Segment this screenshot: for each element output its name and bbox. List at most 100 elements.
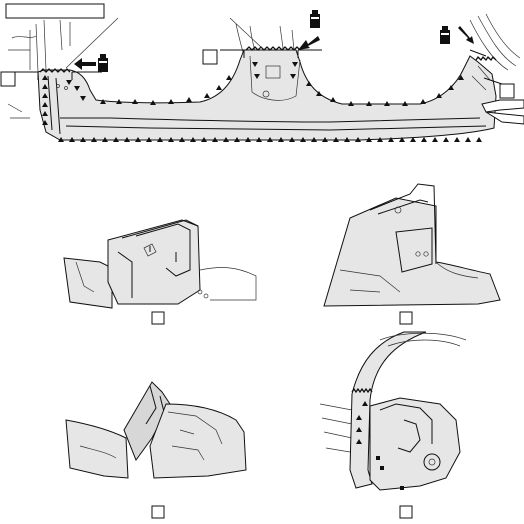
spray-can-icon <box>98 54 108 72</box>
pillar-edge <box>369 183 437 265</box>
weld-marker-triangle <box>132 99 138 104</box>
weld-seam-a <box>39 68 71 73</box>
weld-marker-triangle <box>333 137 339 142</box>
sill-crease <box>79 445 117 459</box>
hole <box>394 206 402 214</box>
detail-view-4 <box>319 331 467 519</box>
flange-line <box>47 75 61 135</box>
weld-marker-triangle <box>300 137 306 142</box>
weld-marker-triangle <box>157 137 163 142</box>
panel-line <box>339 269 401 293</box>
detail-label-box <box>399 505 413 519</box>
spot-weld-square <box>376 456 380 460</box>
weld-seam-b <box>245 46 301 51</box>
weld-marker-triangle <box>113 137 119 142</box>
weld-marker-triangle <box>216 85 222 90</box>
floor-edge <box>199 267 257 301</box>
bracket-plate <box>395 227 433 273</box>
slot-hole <box>143 243 157 257</box>
weld-marker-triangle <box>42 93 48 98</box>
detail-view-1 <box>63 219 257 325</box>
spray-can-icon <box>310 10 320 28</box>
weld-marker-triangle <box>454 137 460 142</box>
a-pillar-lines <box>59 19 71 51</box>
b-pillar-base <box>249 55 301 101</box>
spot-weld-square <box>400 486 404 490</box>
weld-marker-triangle <box>355 137 361 142</box>
weld-marker-triangle <box>116 99 122 104</box>
weld-marker-triangle <box>212 137 218 142</box>
weld-marker-triangle <box>42 102 48 107</box>
weld-marker-triangle <box>377 137 383 142</box>
weld-marker-triangle <box>448 85 454 90</box>
pliers-icon <box>481 99 524 125</box>
weld-marker-triangle <box>458 75 464 80</box>
weld-seam <box>145 385 165 425</box>
weld-marker-triangle <box>91 137 97 142</box>
pillar-panel <box>323 197 501 307</box>
weld-marker-triangle <box>356 427 362 432</box>
weld-marker-triangle <box>402 101 408 106</box>
panel-section <box>63 257 113 309</box>
weld-markers-triangle <box>42 62 482 142</box>
weld-marker-triangle <box>256 137 262 142</box>
weld-marker-triangle <box>278 137 284 142</box>
detail-view-3 <box>65 381 247 519</box>
weld-marker-triangle <box>311 137 317 142</box>
weld-seam-c <box>475 55 497 62</box>
leader-line <box>229 17 263 49</box>
label-box <box>202 49 218 65</box>
weld-marker-triangle <box>190 137 196 142</box>
weld-marker-triangle <box>74 86 80 91</box>
weld-marker-triangle <box>344 137 350 142</box>
a-pillar-hole <box>64 86 68 90</box>
weld-marker-triangle <box>234 137 240 142</box>
weld-marker-triangle <box>330 97 336 102</box>
arrow-icon <box>298 36 320 50</box>
cut-bracket <box>8 71 102 80</box>
spot-weld-square <box>380 466 384 470</box>
c-pillar-base <box>471 65 491 91</box>
weld-marker-triangle <box>306 81 312 86</box>
weld-marker-triangle <box>201 137 207 142</box>
detail-view-2 <box>323 183 501 325</box>
weld-marker-triangle <box>348 101 354 106</box>
b-pillar-hole <box>262 90 270 98</box>
weld-marker-triangle <box>42 111 48 116</box>
pillar-edge <box>117 251 133 298</box>
weld-marker-triangle <box>432 137 438 142</box>
leader-line <box>65 17 119 69</box>
weld-marker-triangle <box>150 100 156 105</box>
floor-section <box>149 403 247 479</box>
weld-marker-triangle <box>226 75 232 80</box>
body-outline <box>11 35 37 39</box>
arrow-icon <box>458 26 474 44</box>
sill-crease <box>60 117 481 123</box>
label-box <box>499 83 515 99</box>
weld-marker-triangle <box>42 75 48 80</box>
main-rocker-view <box>0 3 524 142</box>
weld-marker-triangle <box>204 93 210 98</box>
detail-label-box <box>151 505 165 519</box>
weld-marker-triangle <box>316 91 322 96</box>
a-pillar-lines <box>29 19 47 73</box>
weld-marker-triangle <box>254 74 260 79</box>
weld-marker-triangle <box>168 99 174 104</box>
detail-label-box <box>151 311 165 325</box>
weld-marker-triangle <box>80 137 86 142</box>
weld-marker-triangle <box>356 439 362 444</box>
weld-marker-triangle <box>421 137 427 142</box>
weld-marker-triangle <box>135 137 141 142</box>
weld-marker-triangle <box>292 62 298 67</box>
arrow-icon <box>74 58 96 70</box>
weld-marker-triangle <box>58 137 64 142</box>
weld-marker-triangle <box>384 101 390 106</box>
weld-marker-triangle <box>465 137 471 142</box>
hole <box>423 453 441 471</box>
body-outline <box>7 49 30 119</box>
weld-marker-triangle <box>124 137 130 142</box>
weld-marker-triangle <box>179 137 185 142</box>
weld-marker-triangle <box>245 137 251 142</box>
weld-marker-triangle <box>443 137 449 142</box>
weld-marker-triangle <box>69 137 75 142</box>
